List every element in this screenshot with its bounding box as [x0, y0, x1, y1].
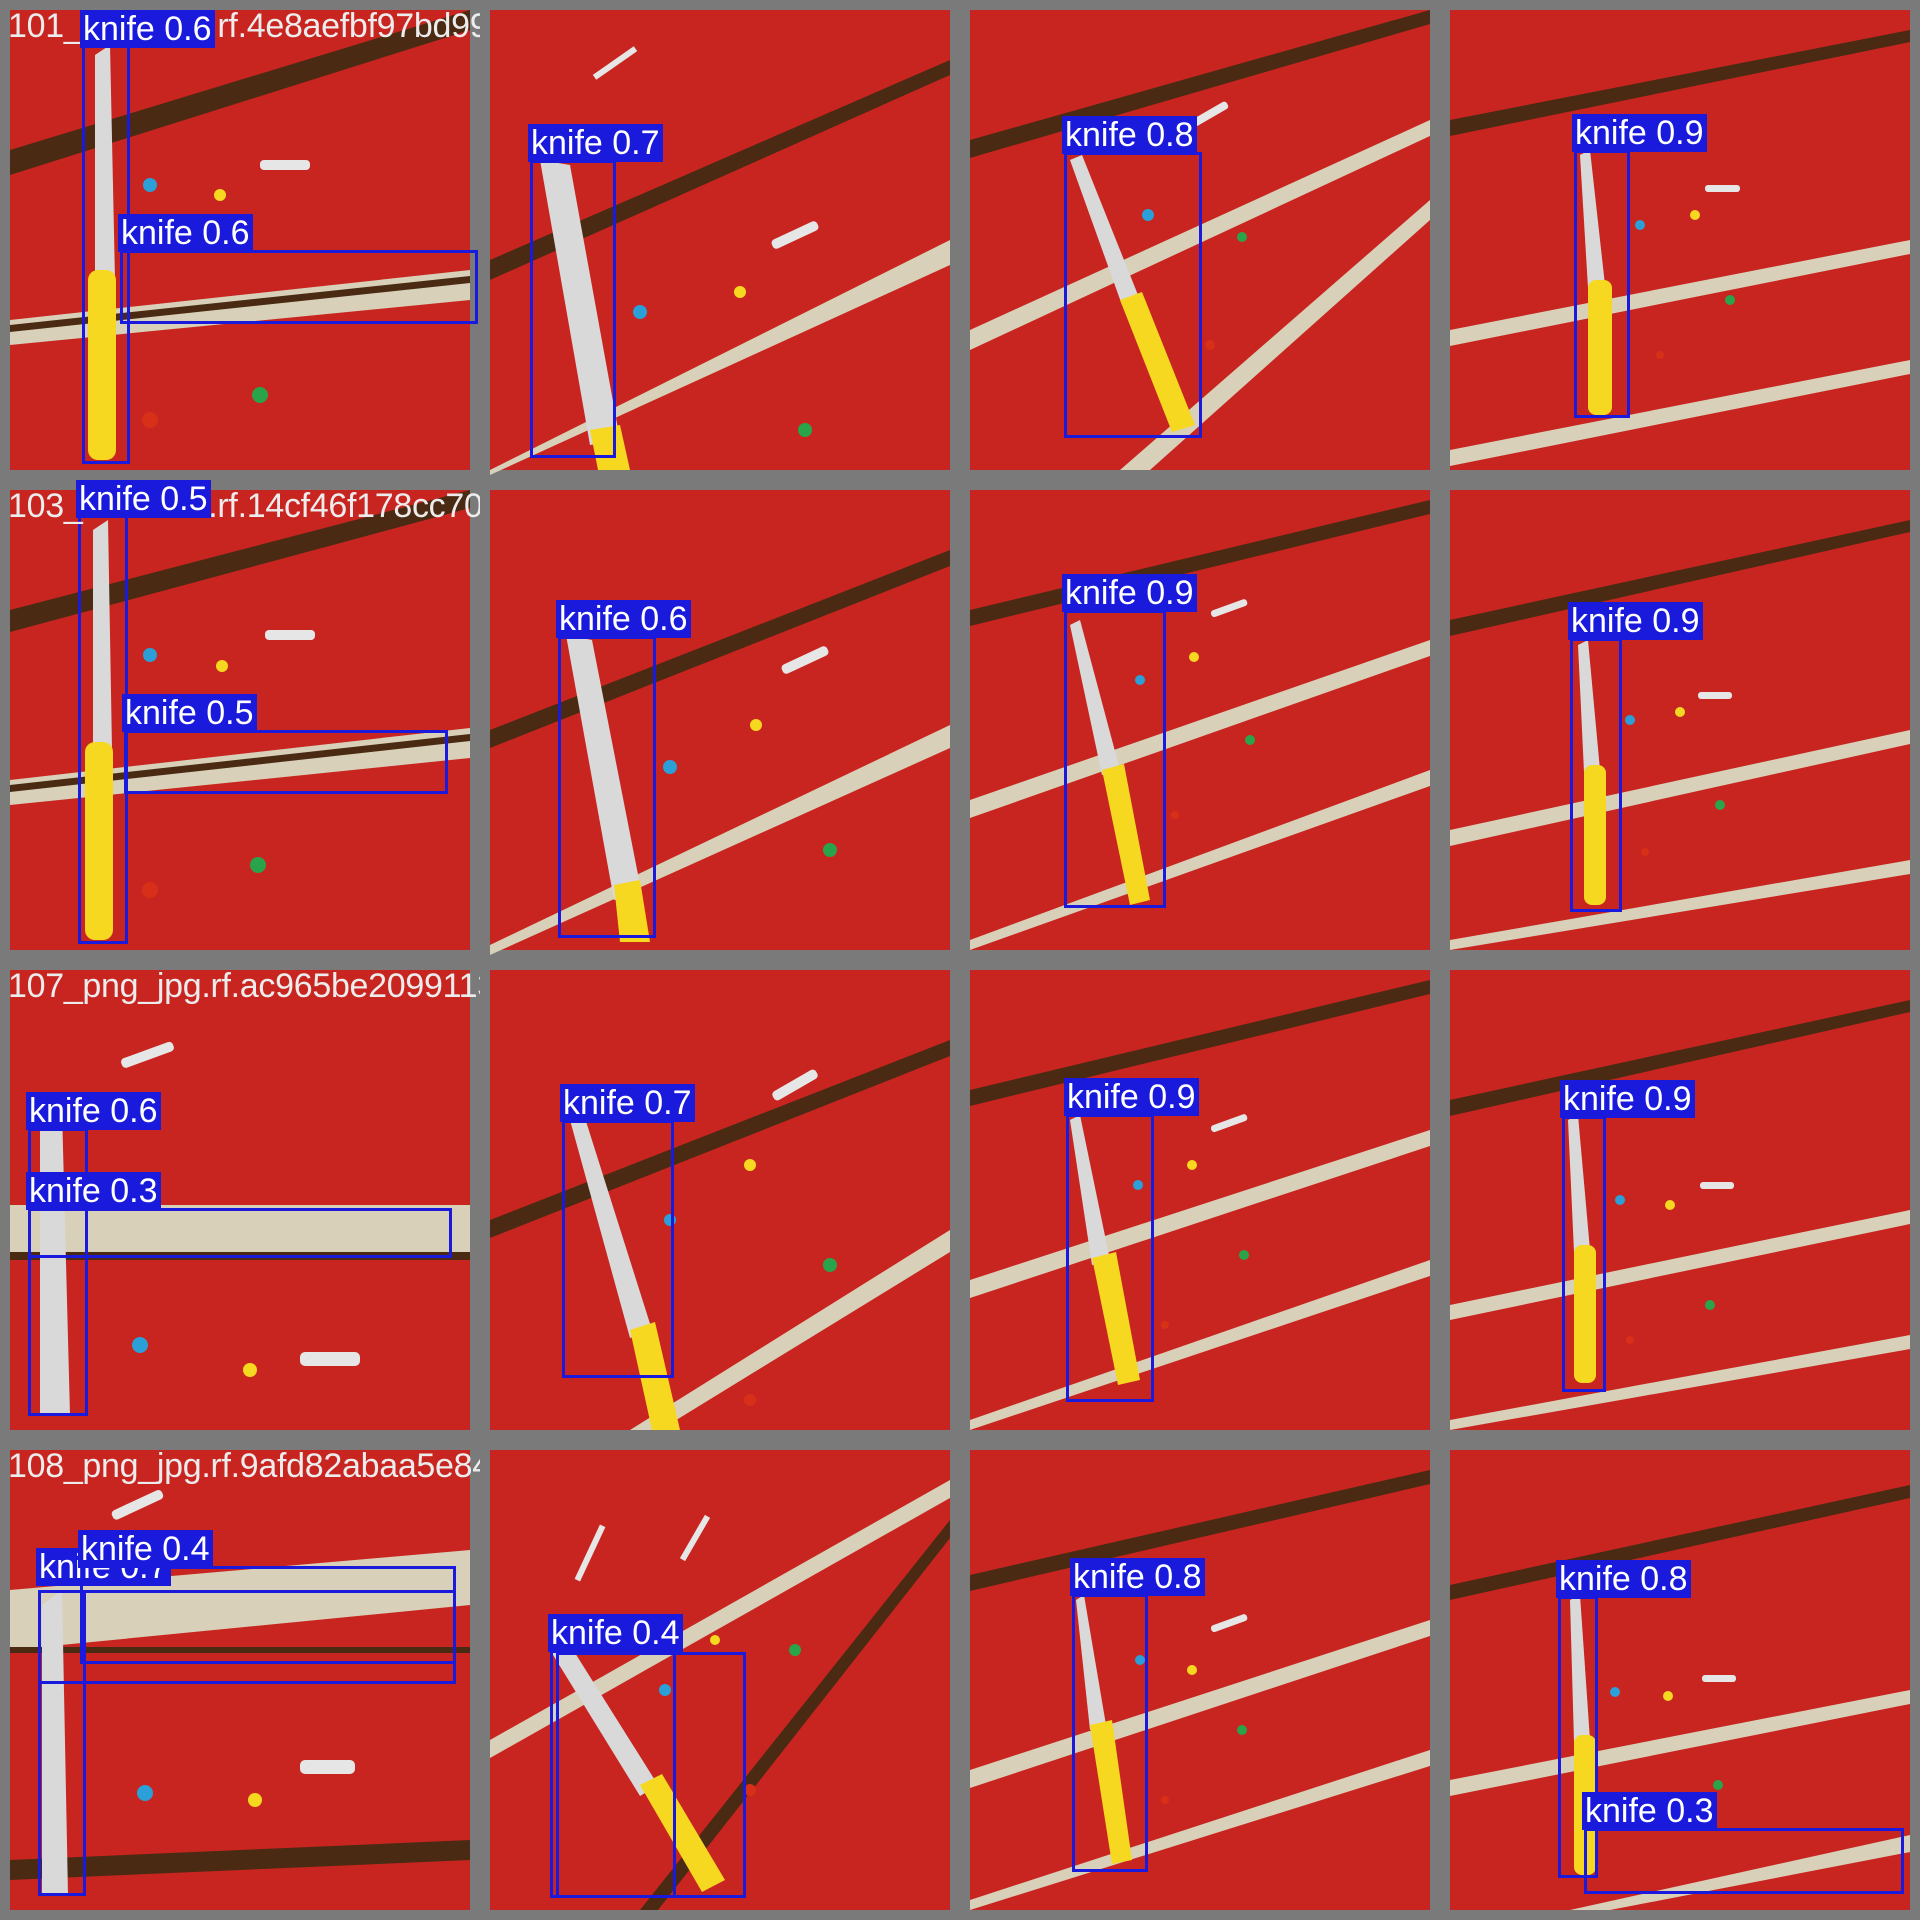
tile-05: 103_knife 0.5.rf.14cf46f178cc709ang4pga9… [0, 480, 480, 960]
detection-box [1064, 610, 1166, 908]
detection-label: knife 0.8 [1062, 116, 1197, 154]
tile-title: 107_png_jpg.rf.ac965be2099113c5b90916977… [8, 967, 480, 1005]
scene-image [490, 490, 950, 955]
detection-label: knife 0.7 [528, 124, 663, 162]
detection-label: knife 0.6 [26, 1092, 161, 1130]
tile-12: knife 0.9 [1440, 960, 1920, 1440]
detection-label: knife 0.5 [76, 480, 211, 518]
detection-label: knife 0.9 [1064, 1078, 1199, 1116]
detection-label: knife 0.9 [1568, 602, 1703, 640]
detection-label: knife 0.7 [560, 1084, 695, 1122]
detection-box [558, 636, 656, 938]
tile-02: knife 0.7 [480, 0, 960, 480]
detection-label: knife 0.9 [1572, 114, 1707, 152]
tile-title: 108_png_jpg.rf.9afd82abaa5e84d266f3337c5… [8, 1447, 480, 1485]
tile-15: knife 0.8 [960, 1440, 1440, 1920]
scene-image [1450, 970, 1910, 1430]
detection-label: knife 0.6 [118, 214, 253, 252]
tile-14: knife 0.4 [480, 1440, 960, 1920]
detection-box [80, 1566, 456, 1664]
detection-label: knife 0.6 [556, 600, 691, 638]
scene-image [1450, 10, 1910, 470]
tile-01: 101_knife 0.6.rf.4e8aefbf97bd99c_p1837b6… [0, 0, 480, 480]
detection-label: knife 0.3 [26, 1172, 161, 1210]
tile-title: 101_knife 0.6.rf.4e8aefbf97bd99c_p1837b6… [8, 7, 480, 45]
detection-label: knife 0.8 [1556, 1560, 1691, 1598]
detection-box [1570, 638, 1622, 912]
tile-06: knife 0.6 [480, 480, 960, 960]
detection-label: knife 0.4 [548, 1614, 683, 1652]
scene-image [490, 1450, 950, 1910]
tile-13: 108_png_jpg.rf.9afd82abaa5e84d266f3337c5… [0, 1440, 480, 1920]
tile-10: knife 0.7 [480, 960, 960, 1440]
scene-image [970, 490, 1430, 950]
scene-image [1450, 490, 1910, 950]
detection-box [556, 1652, 746, 1898]
detection-box [124, 730, 448, 794]
scene-image [970, 1450, 1430, 1910]
detection-label: knife 0.6 [80, 10, 215, 48]
detection-label: knife 0.5 [122, 694, 257, 732]
detection-box [1574, 150, 1630, 418]
detection-box [1584, 1828, 1904, 1894]
detection-label: knife 0.9 [1062, 574, 1197, 612]
scene-image [10, 10, 470, 470]
detection-box [78, 514, 128, 944]
detection-box [120, 250, 478, 324]
tile-09: 107_png_jpg.rf.ac965be2099113c5b90916977… [0, 960, 480, 1440]
detection-box [1072, 1594, 1148, 1872]
tile-07: knife 0.9 [960, 480, 1440, 960]
detection-label: knife 0.9 [1560, 1080, 1695, 1118]
detection-box [1064, 152, 1202, 438]
scene-image [490, 970, 950, 1430]
detection-label: knife 0.8 [1070, 1558, 1205, 1596]
detection-box [562, 1120, 674, 1378]
detection-box [530, 160, 616, 458]
scene-image [10, 1450, 470, 1910]
scene-image [970, 970, 1430, 1430]
tile-16: knife 0.8 knife 0.3 [1440, 1440, 1920, 1920]
tile-03: knife 0.8 [960, 0, 1440, 480]
tile-08: knife 0.9 [1440, 480, 1920, 960]
detection-box [28, 1208, 452, 1258]
scene-image [490, 10, 950, 475]
tile-04: knife 0.9 [1440, 0, 1920, 480]
detection-label: knife 0.4 [78, 1530, 213, 1568]
tile-11: knife 0.9 [960, 960, 1440, 1440]
detection-label: knife 0.3 [1582, 1792, 1717, 1830]
detection-box [1562, 1116, 1606, 1392]
detection-box [1066, 1114, 1154, 1402]
